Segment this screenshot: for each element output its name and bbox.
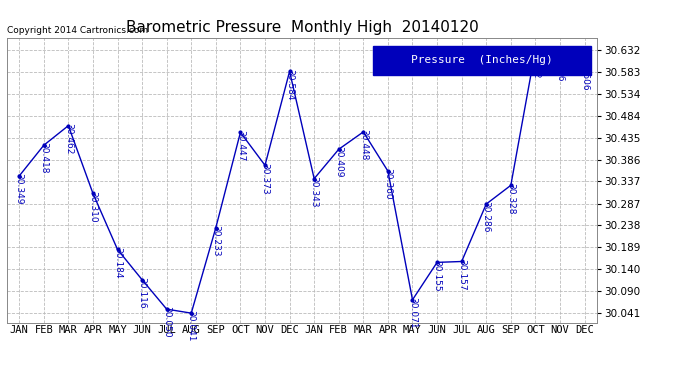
- Text: 30.448: 30.448: [359, 129, 368, 160]
- Text: 30.116: 30.116: [137, 277, 146, 309]
- Text: 30.462: 30.462: [64, 123, 73, 154]
- Title: Barometric Pressure  Monthly High  20140120: Barometric Pressure Monthly High 2014012…: [126, 20, 478, 35]
- Text: Pressure  (Inches/Hg): Pressure (Inches/Hg): [411, 55, 553, 65]
- FancyBboxPatch shape: [373, 46, 591, 75]
- Text: 30.310: 30.310: [88, 190, 97, 222]
- Text: Copyright 2014 Cartronics.com: Copyright 2014 Cartronics.com: [7, 26, 148, 34]
- Text: 30.155: 30.155: [433, 260, 442, 291]
- Text: 30.447: 30.447: [236, 130, 245, 161]
- Text: 30.418: 30.418: [39, 142, 48, 174]
- Text: 30.343: 30.343: [310, 176, 319, 207]
- Text: 30.328: 30.328: [506, 183, 515, 214]
- Text: 30.349: 30.349: [14, 173, 23, 205]
- Text: 30.071: 30.071: [408, 297, 417, 328]
- Text: 30.626: 30.626: [555, 50, 564, 81]
- Text: 30.050: 30.050: [162, 306, 171, 338]
- Text: 30.184: 30.184: [113, 247, 122, 278]
- Text: 30.632: 30.632: [531, 47, 540, 79]
- Text: 30.041: 30.041: [187, 310, 196, 342]
- Text: 30.373: 30.373: [261, 162, 270, 194]
- Text: 30.233: 30.233: [211, 225, 220, 256]
- Text: 30.360: 30.360: [384, 168, 393, 200]
- Text: 30.409: 30.409: [334, 147, 343, 178]
- Text: 30.286: 30.286: [482, 201, 491, 233]
- Text: 30.584: 30.584: [285, 69, 294, 100]
- Text: 30.606: 30.606: [580, 59, 589, 90]
- Text: 30.157: 30.157: [457, 259, 466, 290]
